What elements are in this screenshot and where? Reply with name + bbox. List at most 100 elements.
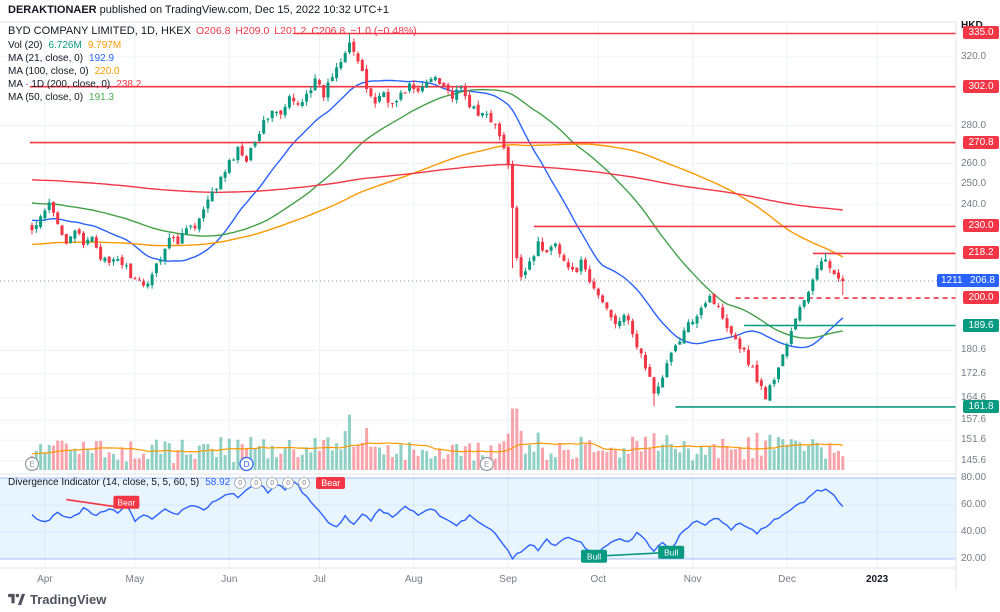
candle [416,85,420,94]
volume-bar [613,449,617,470]
volume-bar [73,448,77,470]
event-marker-E-icon[interactable]: E [479,456,494,472]
price-axis-label: 260.0 [961,157,987,169]
time-axis-label-Jun: Jun [221,574,238,585]
candle [52,201,55,217]
volume-bar [82,441,85,470]
bull-annotation-badge[interactable]: Bull [581,549,607,563]
svg-text:Bear: Bear [117,497,135,507]
candle [142,278,145,288]
volume-bar [828,443,832,470]
candle [601,294,605,304]
volume-bar [511,408,514,470]
candle [167,233,171,250]
candle [652,376,656,407]
price-axis-label: 280.0 [961,119,987,131]
indicator-legend-ma100[interactable]: MA (100, close, 0) 220.0 [8,65,417,78]
price-axis[interactable]: HKD 320.0 280.0 260.0 250.0 240.0 180.6 172.6 16… [937,0,1000,590]
volume-bar [772,449,776,470]
price-axis-label: 151.6 [961,434,987,446]
volume-bar [759,455,763,470]
volume-bar [300,454,304,470]
volume-bar [283,446,287,470]
symbol-title[interactable]: BYD COMPANY LIMITED, 1D, HKEX [8,25,191,37]
indicator-legend-volume[interactable]: Vol (20) 6.726M 9.797M [8,39,417,52]
event-marker-D-icon[interactable]: D [239,456,254,472]
tradingview-brand[interactable]: TradingView [30,592,107,607]
volume-bar [459,456,463,470]
candle [287,94,291,110]
volume-bar [764,440,768,470]
candles[interactable] [30,34,845,407]
candle [86,236,90,246]
volume-bar [120,448,124,470]
candle [493,123,497,129]
svg-text:E: E [29,460,34,469]
volume-bar [695,453,699,470]
volume-bar [789,439,793,470]
candle [305,90,309,106]
candle [579,256,583,275]
candle [313,74,317,91]
candle [455,85,459,104]
candle [322,84,326,101]
volume-bar [56,440,60,470]
bull-annotation-badge[interactable]: Bull [658,545,685,559]
volume-bar [699,445,703,470]
volume-bar [558,443,562,470]
volume-bar [369,446,373,470]
oscillator-axis-label: 20.00 [961,553,987,564]
horizontal-levels[interactable] [29,32,956,408]
volume-bar [824,458,828,470]
volume-bar [704,454,707,470]
time-axis-label-Dec: Dec [778,574,796,585]
candle [193,222,197,231]
volume-bar [515,408,519,470]
volume-bar [270,445,274,470]
candle [77,227,81,236]
oscillator-title[interactable]: Divergence Indicator (14, close, 5, 5, 6… [8,477,200,488]
volume-bars[interactable] [30,408,845,471]
indicator-legend-ma50[interactable]: MA (50, close, 0) 191.3 [8,91,417,104]
indicator-legend-ma200[interactable]: MA · 1D (200, close, 0) 238.2 [8,78,417,91]
candle [682,327,686,344]
volume-bar [837,450,840,470]
candle [180,228,184,244]
candle [536,236,540,257]
ma100-line[interactable] [31,143,844,258]
candle [502,132,506,150]
volume-bar [322,440,326,470]
candle [266,118,270,123]
candle [545,249,549,254]
ma200-line[interactable] [31,163,843,211]
volume-bar [665,435,669,470]
candle [661,375,665,388]
candle [759,377,763,390]
divergence-indicator-line[interactable] [31,480,844,561]
zero-value-marker: 0 [250,477,263,490]
candle [785,342,789,359]
candle [399,89,403,102]
tradingview-logo-icon[interactable] [8,593,25,606]
volume-bar [412,449,416,470]
volume-bar [562,450,566,470]
candle [699,305,703,320]
candle [746,345,750,367]
event-marker-E-icon[interactable]: E [24,456,40,472]
candle [292,93,296,106]
volume-bar [163,441,167,470]
candle [768,383,772,402]
candle [463,83,467,100]
candle [403,91,407,94]
volume-bar [549,453,553,470]
time-axis[interactable]: Apr May Jun Jul Aug Sep Oct Nov Dec 2023 [0,568,956,590]
indicator-legend-ma21[interactable]: MA (21, close, 0) 192.9 [8,52,417,65]
volume-ma-line[interactable] [31,442,843,455]
indicator-legend-rows: Vol (20) 6.726M 9.797M MA (21, close, 0) 192… [8,39,417,104]
bear-annotation-badge[interactable]: Bear [113,495,140,509]
volume-bar [446,454,450,470]
ma21-line[interactable] [31,79,844,349]
ma50-line[interactable] [31,88,843,339]
